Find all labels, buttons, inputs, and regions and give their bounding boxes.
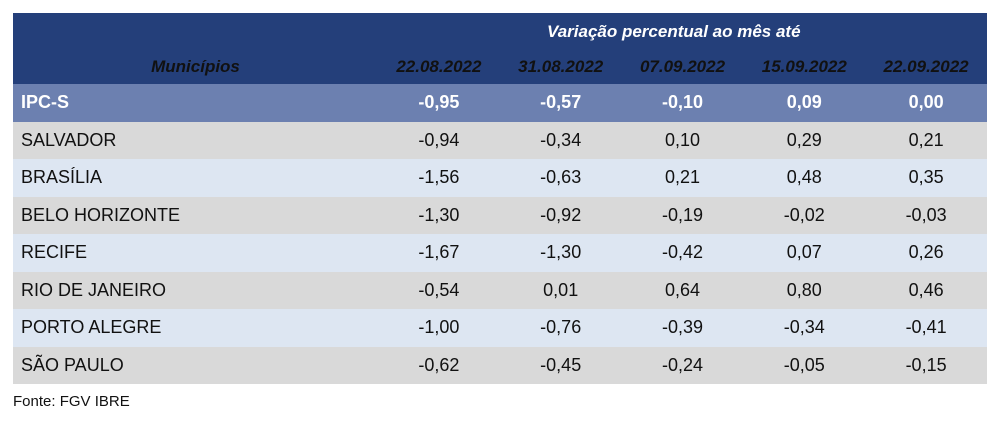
table-row: SÃO PAULO -0,62 -0,45 -0,24 -0,05 -0,15: [13, 346, 987, 384]
ipc-s-table: Variação percentual ao mês até Município…: [13, 13, 987, 384]
table-cell: -1,00: [418, 317, 460, 338]
table-cell: -0,10: [661, 92, 703, 113]
column-header-municipios: Municípios: [151, 57, 240, 76]
group-header-label: Variação percentual ao mês até: [547, 22, 801, 41]
column-header-date: 07.09.2022: [639, 57, 726, 76]
table-cell: -0,39: [661, 317, 703, 338]
table-cell: -0,42: [661, 242, 703, 263]
row-label: SÃO PAULO: [21, 354, 124, 375]
row-label: RECIFE: [21, 242, 88, 263]
table-cell: 0,07: [786, 242, 822, 263]
column-header-date: 31.08.2022: [518, 57, 604, 76]
table-cell: 0,21: [908, 129, 944, 150]
column-header-date: 22.09.2022: [883, 57, 969, 76]
row-label: PORTO ALEGRE: [21, 317, 162, 338]
table-cell: 0,46: [908, 279, 944, 300]
table-cell: -0,05: [783, 354, 825, 375]
row-label: RIO DE JANEIRO: [21, 279, 167, 300]
table-cell: -0,92: [540, 204, 582, 225]
row-label: SALVADOR: [21, 129, 117, 150]
table-cell: 0,09: [786, 92, 822, 113]
table-cell: -0,45: [540, 354, 582, 375]
table-row: RIO DE JANEIRO -0,54 0,01 0,64 0,80 0,46: [13, 271, 987, 309]
table-cell: -0,57: [540, 92, 582, 113]
source-note: Fonte: FGV IBRE: [13, 393, 130, 410]
table-cell: 0,01: [543, 279, 579, 300]
table-cell: 0,21: [664, 167, 701, 188]
table-cell: -0,24: [661, 354, 703, 375]
table-row-ipc-s: IPC-S -0,95 -0,57 -0,10 0,09 0,00: [13, 84, 987, 122]
table-cell: 0,26: [908, 242, 944, 263]
column-header-date: 22.08.2022: [396, 57, 482, 76]
table-column-header: Municípios 22.08.2022 31.08.2022 07.09.2…: [13, 50, 987, 84]
table-cell: -1,30: [418, 204, 460, 225]
table-cell: -0,54: [418, 279, 460, 300]
table-cell: -1,67: [418, 242, 460, 263]
table-cell: -1,30: [540, 242, 582, 263]
table-cell: -0,34: [540, 129, 582, 150]
table-cell: -0,76: [540, 317, 582, 338]
table-cell: 0,00: [908, 92, 944, 113]
table-row: BELO HORIZONTE -1,30 -0,92 -0,19 -0,02 -…: [13, 196, 987, 234]
table-cell: -0,62: [418, 354, 460, 375]
table-cell: 0,35: [908, 167, 944, 188]
table-cell: -0,63: [540, 167, 582, 188]
table-group-header: Variação percentual ao mês até: [13, 13, 987, 50]
table-row: SALVADOR -0,94 -0,34 0,10 0,29 0,21: [13, 121, 987, 159]
table-cell: 0,48: [786, 167, 822, 188]
table-cell: -0,41: [905, 317, 947, 338]
table-cell: -0,34: [783, 317, 825, 338]
row-label: BRASÍLIA: [21, 167, 103, 188]
row-label: IPC-S: [21, 92, 70, 113]
table-row: RECIFE -1,67 -1,30 -0,42 0,07 0,26: [13, 234, 987, 272]
table-cell: 0,80: [786, 279, 822, 300]
table-cell: 0,29: [786, 129, 822, 150]
column-header-date: 15.09.2022: [761, 57, 847, 76]
table-cell: -1,56: [418, 167, 460, 188]
table-row: PORTO ALEGRE -1,00 -0,76 -0,39 -0,34 -0,…: [13, 309, 987, 347]
table-cell: -0,94: [418, 129, 460, 150]
table-cell: -0,95: [418, 92, 460, 113]
table-cell: -0,03: [905, 204, 947, 225]
table-row: BRASÍLIA -1,56 -0,63 0,21 0,48 0,35: [13, 159, 987, 197]
table-cell: -0,15: [905, 354, 947, 375]
table-cell: 0,64: [664, 279, 701, 300]
table-cell: -0,02: [783, 204, 825, 225]
table-cell: 0,10: [664, 129, 701, 150]
row-label: BELO HORIZONTE: [21, 204, 181, 225]
table-cell: -0,19: [661, 204, 703, 225]
